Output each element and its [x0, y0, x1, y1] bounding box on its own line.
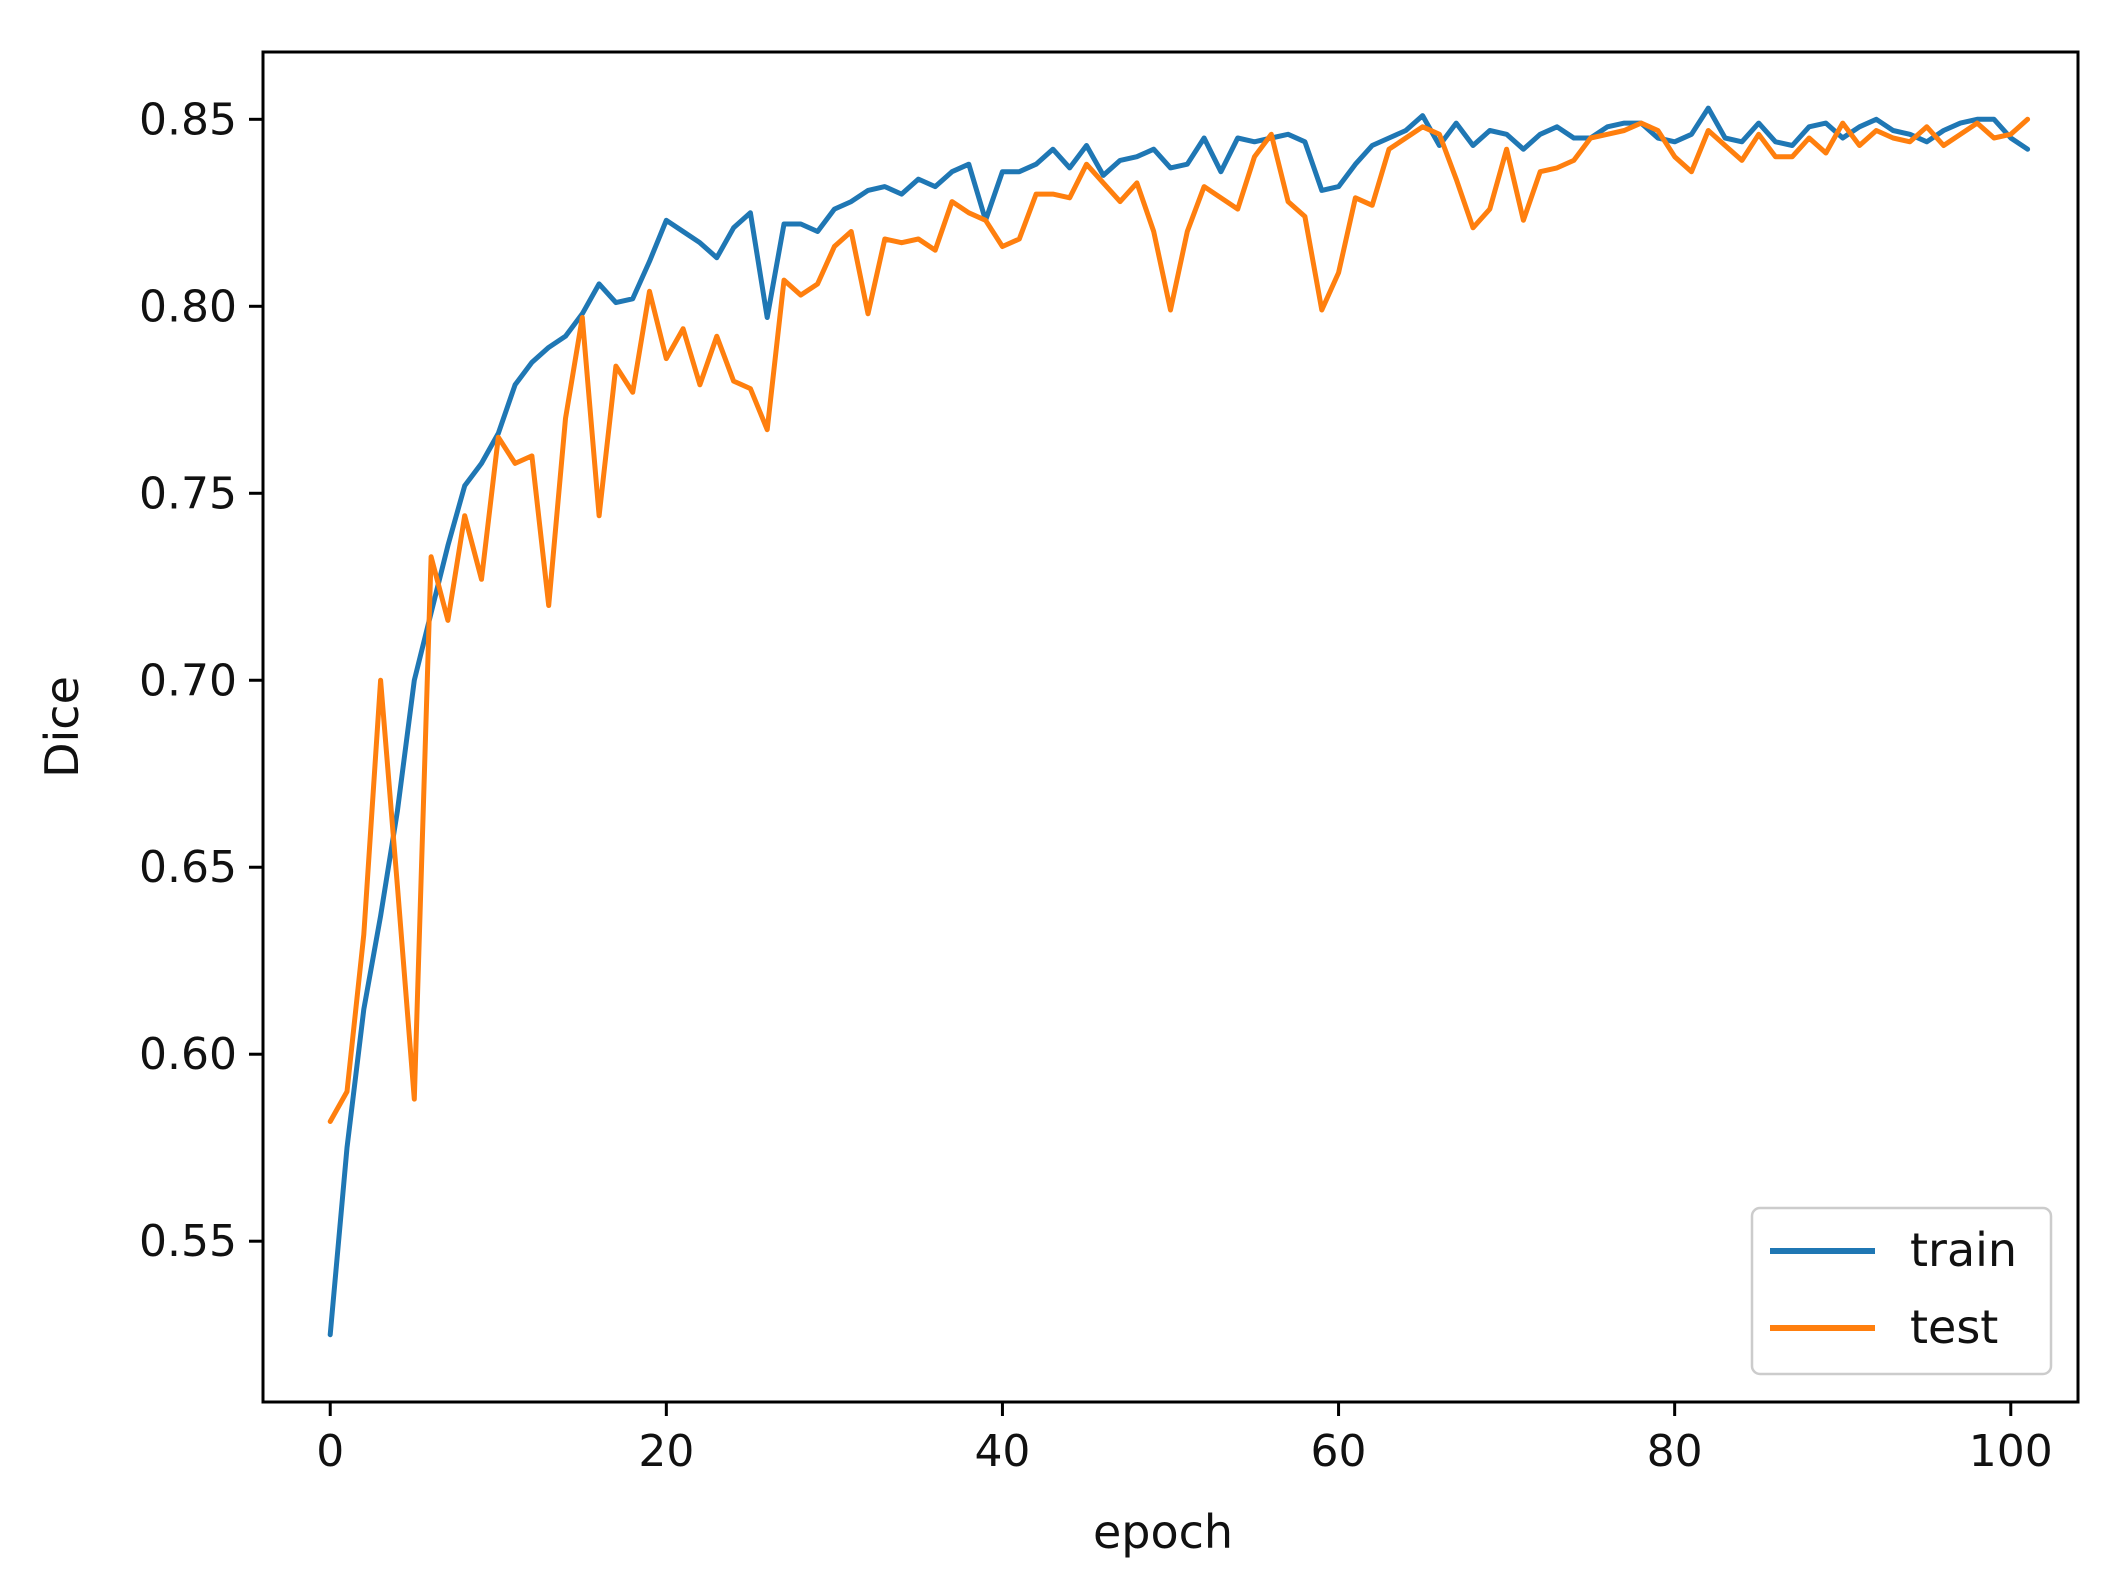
- y-axis-ticks: 0.55 0.60 0.65 0.70 0.75 0.80 0.85: [139, 94, 263, 1267]
- y-tick-label: 0.60: [139, 1029, 237, 1080]
- x-tick-label: 40: [974, 1426, 1030, 1477]
- y-tick-label: 0.70: [139, 655, 237, 706]
- plot-area: [263, 52, 2078, 1402]
- series-line-test: [327, 116, 2031, 1124]
- y-tick-label: 0.75: [139, 468, 237, 519]
- y-tick-label: 0.85: [139, 94, 237, 145]
- y-tick-label: 0.55: [139, 1216, 237, 1267]
- x-tick-label: 100: [1969, 1426, 2053, 1477]
- x-axis-label: epoch: [1093, 1505, 1233, 1559]
- legend: train test: [1750, 1206, 2053, 1376]
- series-lines: [327, 105, 2031, 1338]
- x-tick-label: 60: [1311, 1426, 1367, 1477]
- x-axis-ticks: 0 20 40 60 80 100: [316, 1402, 2053, 1477]
- y-tick-label: 0.80: [139, 281, 237, 332]
- y-axis-label: Dice: [35, 676, 89, 778]
- x-tick-label: 0: [316, 1426, 344, 1477]
- series-line-train: [327, 105, 2031, 1338]
- plot-frame: [261, 50, 2080, 1404]
- legend-label-train: train: [1910, 1223, 2017, 1277]
- x-tick-label: 20: [638, 1426, 694, 1477]
- legend-label-test: test: [1910, 1300, 1998, 1354]
- y-tick-label: 0.65: [139, 842, 237, 893]
- x-tick-label: 80: [1647, 1426, 1703, 1477]
